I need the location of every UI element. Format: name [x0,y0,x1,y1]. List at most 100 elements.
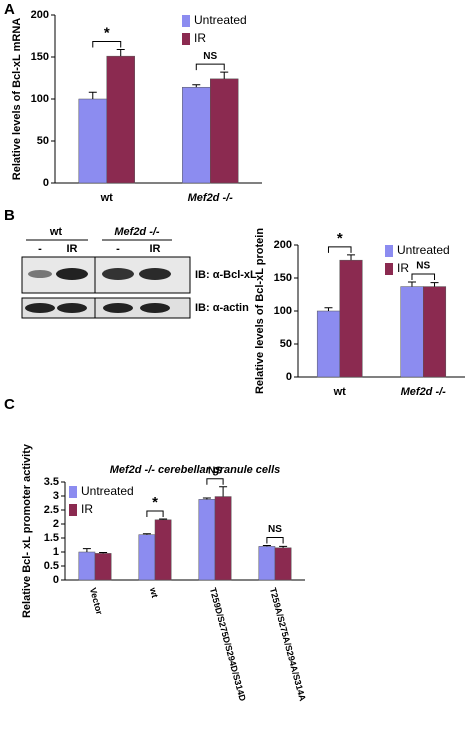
x-tick-label: T259A/S275A/S294A/S314A [268,587,308,703]
x-tick-label: Vector [88,587,105,617]
error-bar [142,533,151,535]
legend-swatch [385,245,393,257]
y-tick-label: 0 [43,177,49,189]
band [103,303,133,313]
x-tick-label: wt [333,386,347,398]
error-bar [347,254,356,261]
bar [198,499,216,581]
error-bar [192,84,201,88]
panel-letter: B [4,207,15,224]
error-bar [262,545,271,547]
panel-letter: C [4,396,15,413]
significance-label: NS [203,51,217,62]
y-tick-label: 200 [274,239,292,251]
western-blot: wt Mef2d -/- - IR - IR IB: α-Bcl-xL IB: … [21,226,257,319]
x-tick-label: Mef2d -/- [401,386,447,398]
significance-label: * [337,230,343,247]
legend-swatch [182,15,190,27]
error-bar [116,48,125,57]
legend-label: Untreated [397,243,450,257]
bar [274,547,292,581]
error-bar [202,497,211,500]
band [57,303,87,313]
y-tick-label: 50 [37,135,49,147]
band [139,268,171,280]
bar [423,286,447,378]
bar [78,551,96,581]
legend-swatch [182,33,190,45]
y-tick-label: 100 [274,305,292,317]
panel-letter: A [4,1,15,18]
x-tick-label: wt [148,586,161,599]
blot-lane: IR [150,243,161,255]
blot-lane: - [38,243,42,255]
blot-row-label: IB: α-actin [195,302,249,314]
x-tick-label: wt [100,192,114,204]
y-tick-label: 100 [31,93,49,105]
legend-label: Untreated [194,13,247,27]
error-bar [324,307,333,311]
bar [400,286,424,378]
y-tick-label: 2 [53,518,59,530]
y-tick-label: 1 [53,546,59,558]
bar [214,496,232,581]
y-axis-label: Relative Bcl- xL promoter activity [21,443,33,618]
bar [78,98,107,184]
error-bar [159,518,168,520]
bar [106,55,135,184]
bar [339,259,363,378]
band [25,303,55,313]
legend-label: IR [194,31,206,45]
legend-swatch [69,486,77,498]
x-tick-label: T259D/S275D/S294D/S314D [208,587,248,703]
y-axis-label: Relative levels of Bcl-xL mRNA [11,18,23,180]
blot-group: Mef2d -/- [114,226,160,238]
bar [182,86,211,184]
error-bar [279,545,288,548]
y-tick-label: 1.5 [44,532,59,544]
band [56,268,88,280]
bar [316,310,340,378]
significance-bracket [146,510,164,517]
y-tick-label: 50 [280,338,292,350]
legend-swatch [69,504,77,516]
bar [154,519,172,581]
significance-label: NS [268,524,282,535]
y-tick-label: 0.5 [44,560,59,572]
bar [138,534,156,581]
y-tick-label: 0 [286,371,292,383]
y-tick-label: 2.5 [44,504,59,516]
error-bar [82,548,91,552]
band [102,268,134,280]
significance-bracket [206,478,224,485]
y-tick-label: 3.5 [44,476,59,488]
significance-label: * [104,24,110,41]
y-tick-label: 3 [53,490,59,502]
significance-bracket [266,537,284,544]
legend-label: Untreated [81,484,134,498]
bar [94,553,112,581]
significance-bracket [92,40,122,48]
legend-swatch [385,263,393,275]
blot-row-label: IB: α-Bcl-xL [195,269,257,281]
blot-lane: IR [67,243,78,255]
legend-label: IR [81,502,93,516]
chart-title: Mef2d -/- cerebellar granule cells [110,464,281,476]
error-bar [220,71,229,79]
significance-bracket [327,246,352,253]
error-bar [99,552,108,554]
error-bar [88,91,97,99]
y-tick-label: 0 [53,574,59,586]
significance-label: NS [208,465,222,476]
y-tick-label: 150 [31,51,49,63]
error-bar [430,282,439,287]
significance-bracket [195,63,225,71]
bar [258,546,276,581]
error-bar [219,486,228,497]
y-tick-label: 200 [31,9,49,21]
band [140,303,170,313]
error-bar [407,281,416,287]
band [28,270,52,278]
legend-label: IR [397,261,409,275]
